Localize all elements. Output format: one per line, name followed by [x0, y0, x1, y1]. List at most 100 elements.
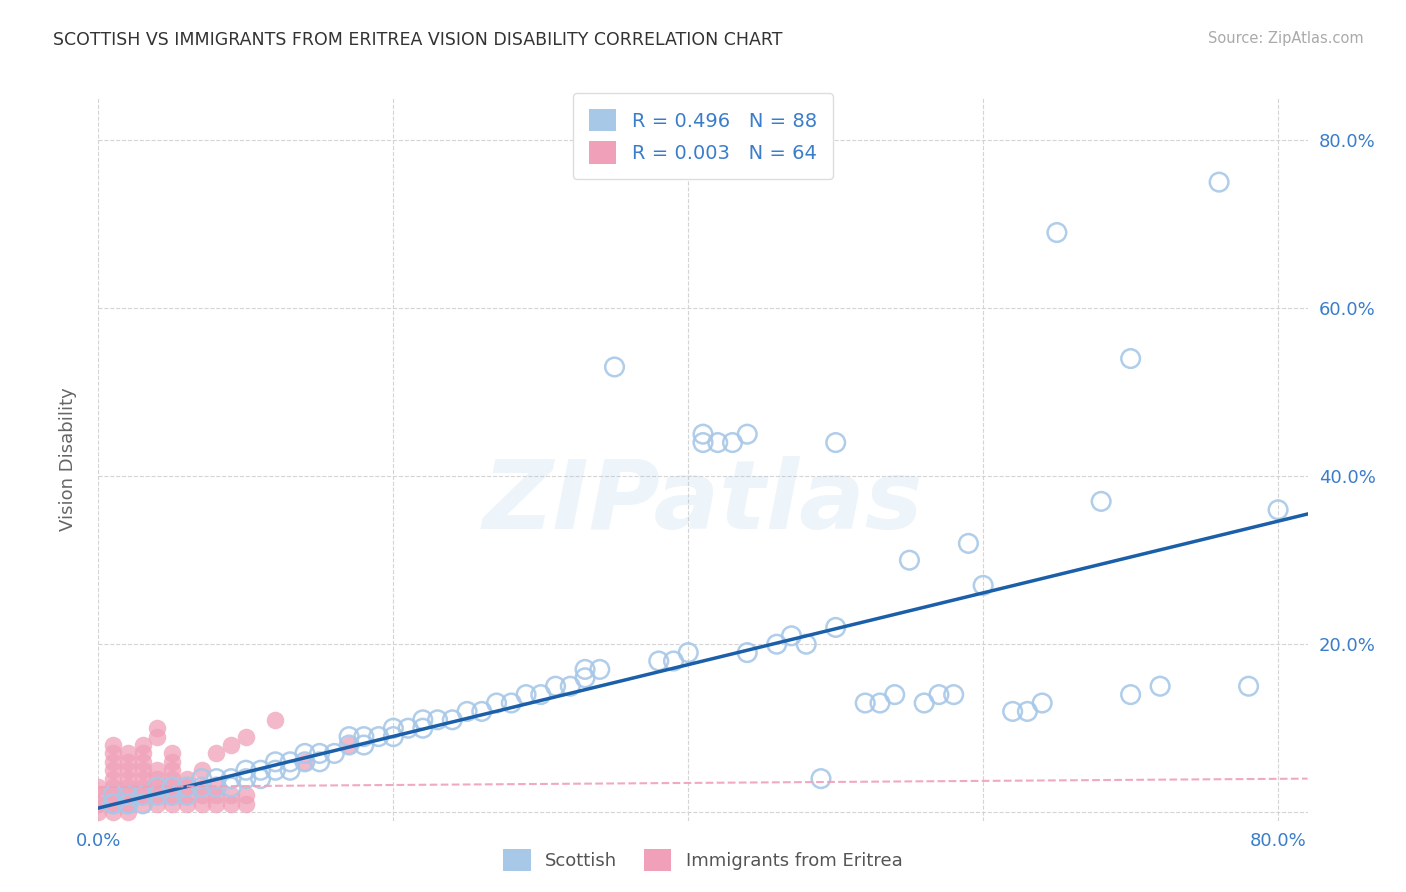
Point [117, 780, 139, 794]
Point [1017, 705, 1039, 719]
Point [101, 797, 124, 811]
Point [382, 730, 405, 744]
Point [912, 696, 935, 710]
Point [219, 789, 242, 803]
Point [883, 688, 905, 702]
Point [824, 435, 846, 450]
Point [530, 688, 553, 702]
Point [235, 763, 257, 777]
Point [853, 696, 876, 710]
Point [101, 805, 124, 820]
Point [131, 738, 153, 752]
Point [146, 730, 169, 744]
Point [146, 789, 169, 803]
Point [1090, 494, 1112, 508]
Point [219, 797, 242, 811]
Legend: R = 0.496   N = 88, R = 0.003   N = 64: R = 0.496 N = 88, R = 0.003 N = 64 [574, 94, 832, 179]
Point [101, 747, 124, 761]
Point [235, 789, 257, 803]
Point [117, 797, 139, 811]
Point [794, 637, 817, 651]
Point [278, 763, 301, 777]
Point [101, 755, 124, 769]
Point [249, 772, 271, 786]
Point [308, 747, 330, 761]
Point [101, 738, 124, 752]
Point [589, 662, 612, 676]
Point [190, 780, 212, 794]
Point [1208, 175, 1230, 189]
Point [1031, 696, 1053, 710]
Point [706, 435, 728, 450]
Point [294, 755, 316, 769]
Point [87, 780, 110, 794]
Point [190, 763, 212, 777]
Point [662, 654, 685, 668]
Point [205, 780, 228, 794]
Point [146, 772, 169, 786]
Point [190, 772, 212, 786]
Point [176, 780, 198, 794]
Point [146, 780, 169, 794]
Point [323, 747, 346, 761]
Point [131, 797, 153, 811]
Point [353, 730, 375, 744]
Point [219, 772, 242, 786]
Point [160, 755, 183, 769]
Point [765, 637, 787, 651]
Point [117, 805, 139, 820]
Point [160, 780, 183, 794]
Point [456, 705, 478, 719]
Point [146, 797, 169, 811]
Point [87, 797, 110, 811]
Point [735, 646, 758, 660]
Point [131, 772, 153, 786]
Point [294, 755, 316, 769]
Point [176, 780, 198, 794]
Point [176, 789, 198, 803]
Point [721, 435, 744, 450]
Point [190, 780, 212, 794]
Point [205, 789, 228, 803]
Point [1267, 503, 1289, 517]
Point [735, 427, 758, 442]
Point [898, 553, 921, 567]
Point [131, 797, 153, 811]
Y-axis label: Vision Disability: Vision Disability [59, 387, 77, 532]
Point [692, 427, 714, 442]
Point [869, 696, 891, 710]
Point [264, 755, 287, 769]
Point [264, 763, 287, 777]
Point [146, 763, 169, 777]
Point [353, 738, 375, 752]
Point [780, 629, 803, 643]
Point [101, 763, 124, 777]
Point [219, 780, 242, 794]
Point [264, 713, 287, 727]
Point [412, 713, 434, 727]
Point [160, 789, 183, 803]
Point [160, 747, 183, 761]
Point [308, 755, 330, 769]
Point [515, 688, 537, 702]
Point [1119, 688, 1142, 702]
Point [337, 738, 360, 752]
Point [441, 713, 464, 727]
Point [678, 646, 700, 660]
Point [131, 755, 153, 769]
Point [190, 797, 212, 811]
Point [205, 747, 228, 761]
Point [574, 671, 596, 685]
Point [426, 713, 449, 727]
Point [190, 789, 212, 803]
Point [117, 797, 139, 811]
Point [146, 789, 169, 803]
Point [337, 738, 360, 752]
Point [1237, 679, 1260, 693]
Point [294, 747, 316, 761]
Point [942, 688, 965, 702]
Point [396, 721, 419, 735]
Point [501, 696, 523, 710]
Point [101, 772, 124, 786]
Legend: Scottish, Immigrants from Eritrea: Scottish, Immigrants from Eritrea [496, 842, 910, 879]
